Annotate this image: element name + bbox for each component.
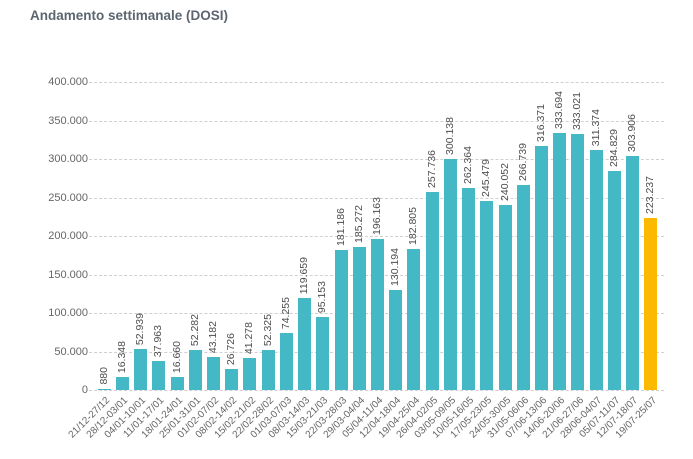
bar-value-label: 196.163 xyxy=(371,197,383,235)
gridline xyxy=(89,390,664,391)
bar-value-label: 311.374 xyxy=(589,108,602,146)
bar xyxy=(462,188,476,390)
bar-value-label: 130.194 xyxy=(389,248,402,286)
y-axis-label: 350.000 xyxy=(48,114,88,127)
gridline xyxy=(89,82,664,83)
y-axis-label: 150.000 xyxy=(48,268,88,281)
chart-title: Andamento settimanale (DOSI) xyxy=(30,8,229,23)
bar xyxy=(115,377,129,390)
bar xyxy=(607,171,621,390)
bar xyxy=(626,156,640,390)
bar xyxy=(389,290,403,390)
bar xyxy=(316,317,330,390)
y-axis-label: 0 xyxy=(81,384,88,396)
bar-value-label: 333.694 xyxy=(553,91,566,129)
bar-value-label: 37.963 xyxy=(152,324,165,357)
bar-value-label: 223.237 xyxy=(644,176,657,214)
y-axis-label: 400.000 xyxy=(48,76,88,88)
gridline xyxy=(89,159,664,160)
bar xyxy=(298,298,312,390)
plot-area: 880 21/12-27/12 16.348 28/12-03/01 52.939 04/… xyxy=(66,82,664,441)
bar xyxy=(425,192,439,390)
bar xyxy=(535,146,549,390)
bar-value-label: 52.325 xyxy=(261,313,274,346)
y-axis-label: 50.000 xyxy=(54,345,88,358)
bar xyxy=(352,247,366,390)
bar-value-label: 300.138 xyxy=(443,117,456,155)
bar xyxy=(206,357,220,390)
y-axis-label: 250.000 xyxy=(48,191,88,204)
bar xyxy=(516,185,530,390)
y-axis-label: 100.000 xyxy=(48,307,88,319)
bar xyxy=(134,349,148,390)
bar xyxy=(279,333,293,390)
bar xyxy=(407,249,421,390)
gridline xyxy=(89,236,664,237)
bar-value-label: 240.052 xyxy=(498,163,511,201)
y-axis-label: 200.000 xyxy=(48,230,88,242)
bar-value-label: 266.739 xyxy=(516,143,529,181)
bar-value-label: 257.736 xyxy=(425,150,438,188)
bar xyxy=(371,239,384,390)
bar xyxy=(152,361,166,390)
bar xyxy=(498,205,512,390)
bar xyxy=(644,218,658,390)
bar xyxy=(553,133,567,390)
bar-value-label: 181.186 xyxy=(334,208,347,246)
bar-value-label: 245.479 xyxy=(480,159,493,197)
bar-value-label: 52.939 xyxy=(134,312,147,345)
bar-value-label: 41.278 xyxy=(243,321,256,354)
bar xyxy=(334,250,348,390)
bar-value-label: 119.659 xyxy=(298,256,311,294)
bar-value-label: 303.906 xyxy=(626,114,639,152)
bar-value-label: 880 xyxy=(97,367,110,385)
bar-value-label: 333.021 xyxy=(571,92,584,130)
bar-value-label: 95.153 xyxy=(316,280,329,313)
bar-value-label: 16.348 xyxy=(115,340,128,373)
bar-value-label: 185.272 xyxy=(352,205,365,243)
bar-value-label: 43.182 xyxy=(206,320,219,353)
bar xyxy=(480,201,494,390)
bar-value-label: 52.282 xyxy=(188,313,201,346)
bar xyxy=(571,134,585,390)
bar xyxy=(443,159,457,390)
bar xyxy=(261,350,275,390)
bar-value-label: 316.371 xyxy=(535,104,548,142)
bar xyxy=(225,369,239,390)
gridline xyxy=(89,197,664,199)
bar-value-label: 284.829 xyxy=(607,129,620,167)
bar xyxy=(243,358,257,390)
bar-value-label: 74.255 xyxy=(279,296,292,329)
gridline xyxy=(89,120,664,122)
y-axis: 0 50.000 100.000 150.000 200.000 250.000 300.0… xyxy=(0,76,88,396)
bar xyxy=(589,150,603,390)
bar xyxy=(97,389,111,390)
bar-value-label: 16.660 xyxy=(170,340,183,373)
bar xyxy=(170,377,184,390)
bar-value-label: 182.805 xyxy=(407,207,420,245)
bar xyxy=(188,350,202,390)
y-axis-label: 300.000 xyxy=(48,153,88,165)
bar-value-label: 26.726 xyxy=(225,332,238,365)
bar-value-label: 262.364 xyxy=(462,146,475,184)
